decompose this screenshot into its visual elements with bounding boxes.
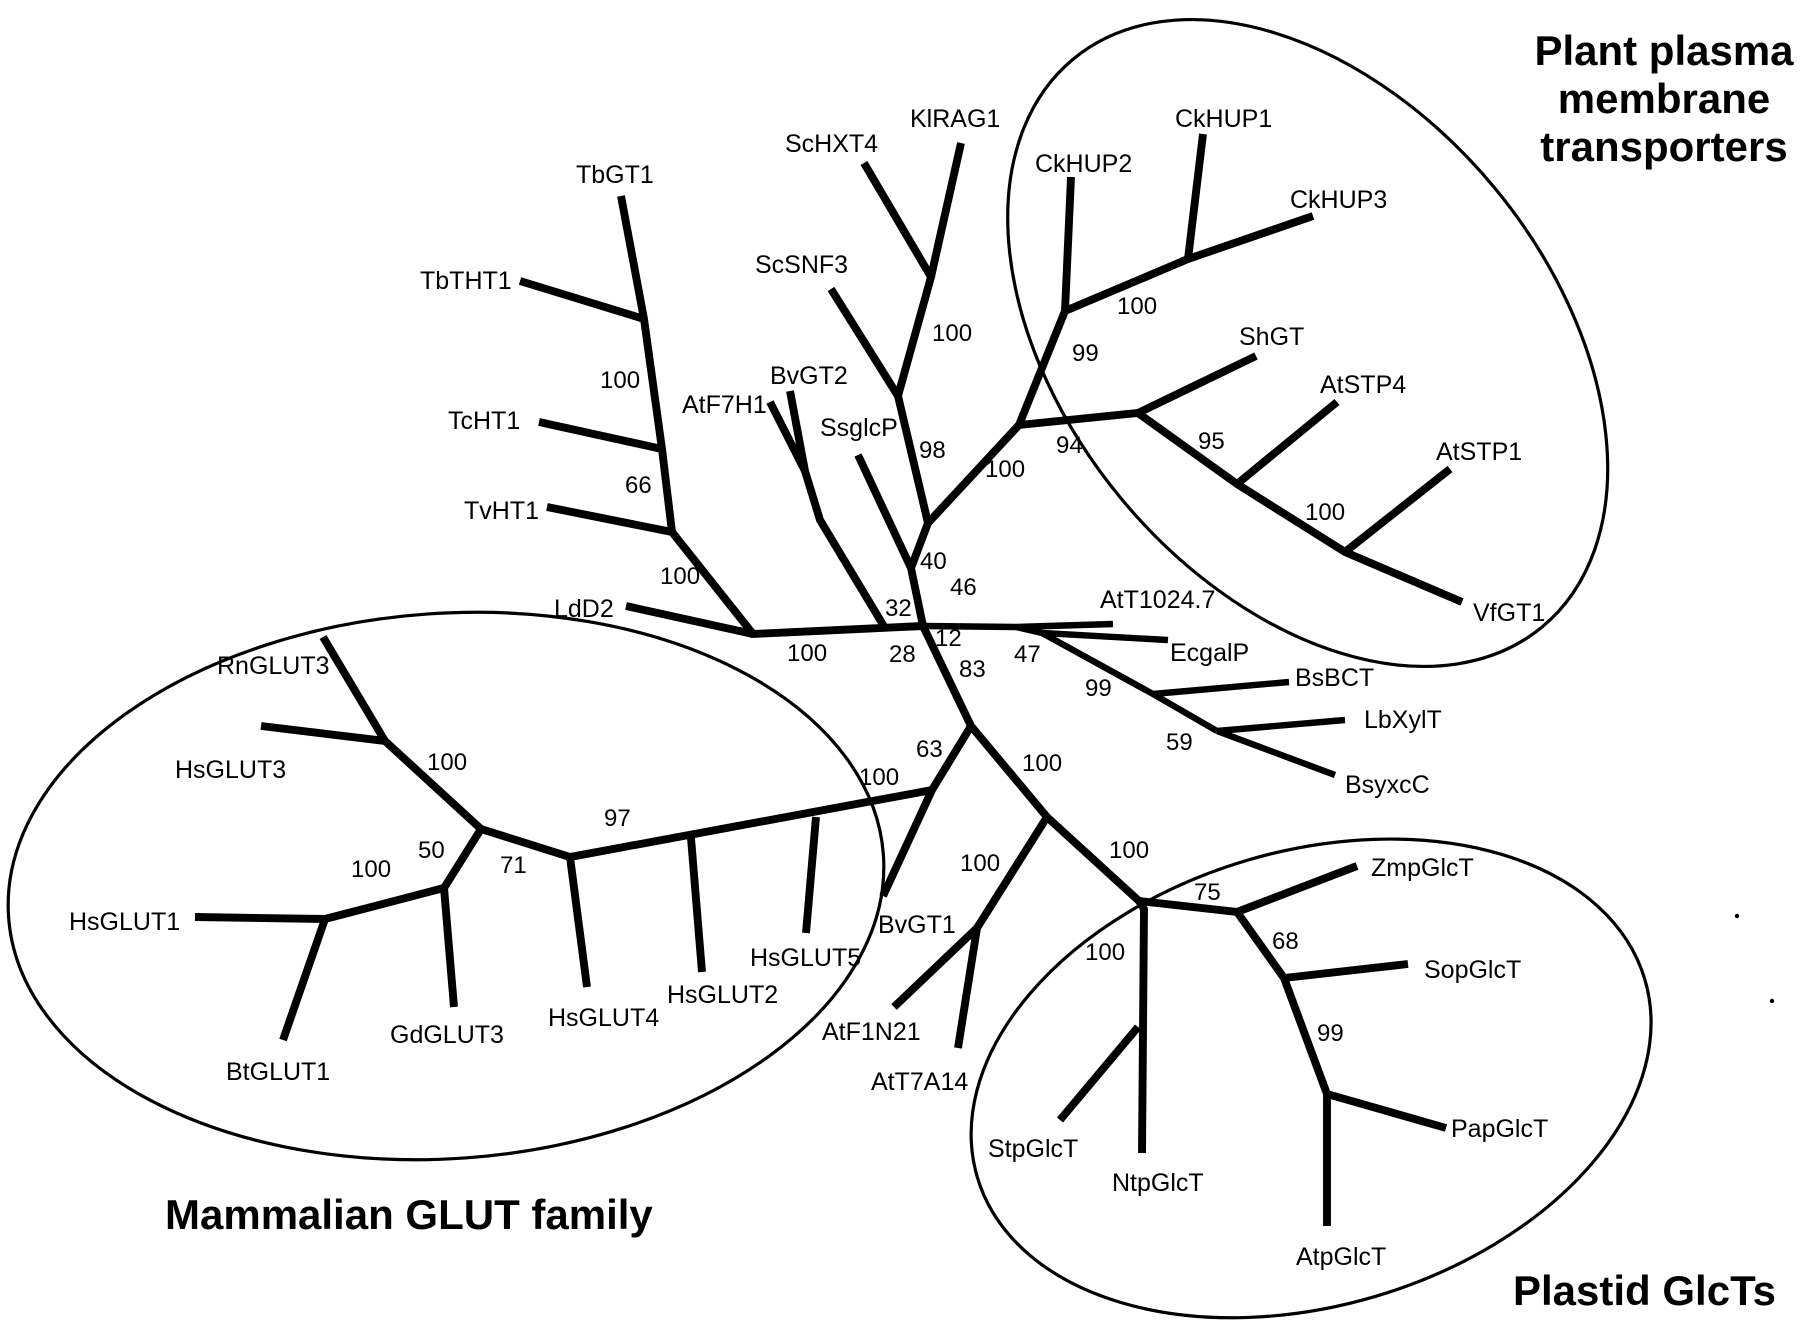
svg-text:SopGlcT: SopGlcT xyxy=(1424,956,1521,984)
svg-text:100: 100 xyxy=(600,367,640,394)
svg-text:StpGlcT: StpGlcT xyxy=(988,1135,1078,1163)
svg-text:BvGT1: BvGT1 xyxy=(878,911,956,939)
svg-text:Plant plasma: Plant plasma xyxy=(1534,27,1794,74)
svg-text:HsGLUT3: HsGLUT3 xyxy=(175,756,286,784)
svg-text:TbTHT1: TbTHT1 xyxy=(420,267,512,295)
svg-text:AtT1024.7: AtT1024.7 xyxy=(1100,586,1215,614)
svg-text:100: 100 xyxy=(859,764,899,791)
svg-text:HsGLUT1: HsGLUT1 xyxy=(69,908,180,936)
svg-text:ScHXT4: ScHXT4 xyxy=(785,130,878,158)
svg-text:AtpGlcT: AtpGlcT xyxy=(1296,1243,1386,1271)
svg-text:BvGT2: BvGT2 xyxy=(770,362,848,390)
svg-text:ZmpGlcT: ZmpGlcT xyxy=(1371,854,1474,882)
svg-text:83: 83 xyxy=(959,656,986,683)
svg-text:AtSTP4: AtSTP4 xyxy=(1320,371,1406,399)
svg-text:TvHT1: TvHT1 xyxy=(464,497,539,525)
svg-text:RnGLUT3: RnGLUT3 xyxy=(217,652,330,680)
svg-text:66: 66 xyxy=(625,472,652,499)
svg-text:NtpGlcT: NtpGlcT xyxy=(1112,1169,1204,1197)
svg-text:Mammalian GLUT family: Mammalian GLUT family xyxy=(165,1191,653,1238)
svg-text:KlRAG1: KlRAG1 xyxy=(910,105,1000,133)
svg-text:Plastid GlcTs: Plastid GlcTs xyxy=(1513,1267,1776,1314)
svg-text:100: 100 xyxy=(427,749,467,776)
svg-text:28: 28 xyxy=(889,641,916,668)
svg-text:68: 68 xyxy=(1272,928,1299,955)
svg-text:59: 59 xyxy=(1166,729,1193,756)
svg-text:AtF7H1: AtF7H1 xyxy=(682,391,767,419)
svg-text:ShGT: ShGT xyxy=(1239,323,1304,351)
svg-text:HsGLUT4: HsGLUT4 xyxy=(548,1004,659,1032)
svg-text:94: 94 xyxy=(1056,432,1083,459)
svg-text:98: 98 xyxy=(919,437,946,464)
svg-text:100: 100 xyxy=(787,640,827,667)
svg-text:100: 100 xyxy=(660,563,700,590)
svg-text:BsyxcC: BsyxcC xyxy=(1345,771,1430,799)
svg-text:LbXylT: LbXylT xyxy=(1364,706,1442,734)
svg-text:100: 100 xyxy=(932,320,972,347)
svg-text:100: 100 xyxy=(1022,750,1062,777)
svg-text:TbGT1: TbGT1 xyxy=(576,161,654,189)
svg-text:100: 100 xyxy=(985,456,1025,483)
svg-text:40: 40 xyxy=(920,548,947,575)
svg-text:100: 100 xyxy=(960,850,1000,877)
svg-text:99: 99 xyxy=(1072,340,1099,367)
svg-text:12: 12 xyxy=(935,625,962,652)
svg-text:ScSNF3: ScSNF3 xyxy=(755,251,848,279)
svg-text:CkHUP3: CkHUP3 xyxy=(1290,186,1387,214)
svg-text:50: 50 xyxy=(418,837,445,864)
svg-text:VfGT1: VfGT1 xyxy=(1473,599,1545,627)
svg-text:CkHUP2: CkHUP2 xyxy=(1035,150,1132,178)
svg-text:SsglcP: SsglcP xyxy=(820,414,898,442)
svg-text:75: 75 xyxy=(1194,879,1221,906)
svg-text:membrane: membrane xyxy=(1558,75,1770,122)
svg-text:71: 71 xyxy=(500,852,527,879)
svg-text:100: 100 xyxy=(1085,939,1125,966)
svg-text:32: 32 xyxy=(885,595,912,622)
svg-text:TcHT1: TcHT1 xyxy=(448,407,520,435)
svg-text:47: 47 xyxy=(1014,641,1041,668)
svg-text:46: 46 xyxy=(950,574,977,601)
svg-text:95: 95 xyxy=(1198,428,1225,455)
svg-text:100: 100 xyxy=(1305,499,1345,526)
svg-text:100: 100 xyxy=(351,856,391,883)
svg-text:HsGLUT5: HsGLUT5 xyxy=(750,944,861,972)
svg-text:BtGLUT1: BtGLUT1 xyxy=(226,1058,330,1086)
svg-text:HsGLUT2: HsGLUT2 xyxy=(667,981,778,1009)
svg-text:AtT7A14: AtT7A14 xyxy=(871,1068,968,1096)
svg-text:transporters: transporters xyxy=(1540,123,1787,170)
svg-text:63: 63 xyxy=(916,736,943,763)
svg-text:AtF1N21: AtF1N21 xyxy=(822,1018,921,1046)
svg-text:99: 99 xyxy=(1085,675,1112,702)
svg-text:LdD2: LdD2 xyxy=(554,595,614,623)
svg-text:PapGlcT: PapGlcT xyxy=(1451,1115,1548,1143)
svg-text:99: 99 xyxy=(1317,1020,1344,1047)
svg-text:CkHUP1: CkHUP1 xyxy=(1175,105,1272,133)
svg-text:97: 97 xyxy=(604,805,631,832)
svg-text:100: 100 xyxy=(1117,293,1157,320)
svg-text:GdGLUT3: GdGLUT3 xyxy=(390,1021,504,1049)
svg-text:EcgalP: EcgalP xyxy=(1170,639,1249,667)
svg-text:AtSTP1: AtSTP1 xyxy=(1436,438,1522,466)
svg-text:BsBCT: BsBCT xyxy=(1295,664,1374,692)
svg-text:100: 100 xyxy=(1109,837,1149,864)
